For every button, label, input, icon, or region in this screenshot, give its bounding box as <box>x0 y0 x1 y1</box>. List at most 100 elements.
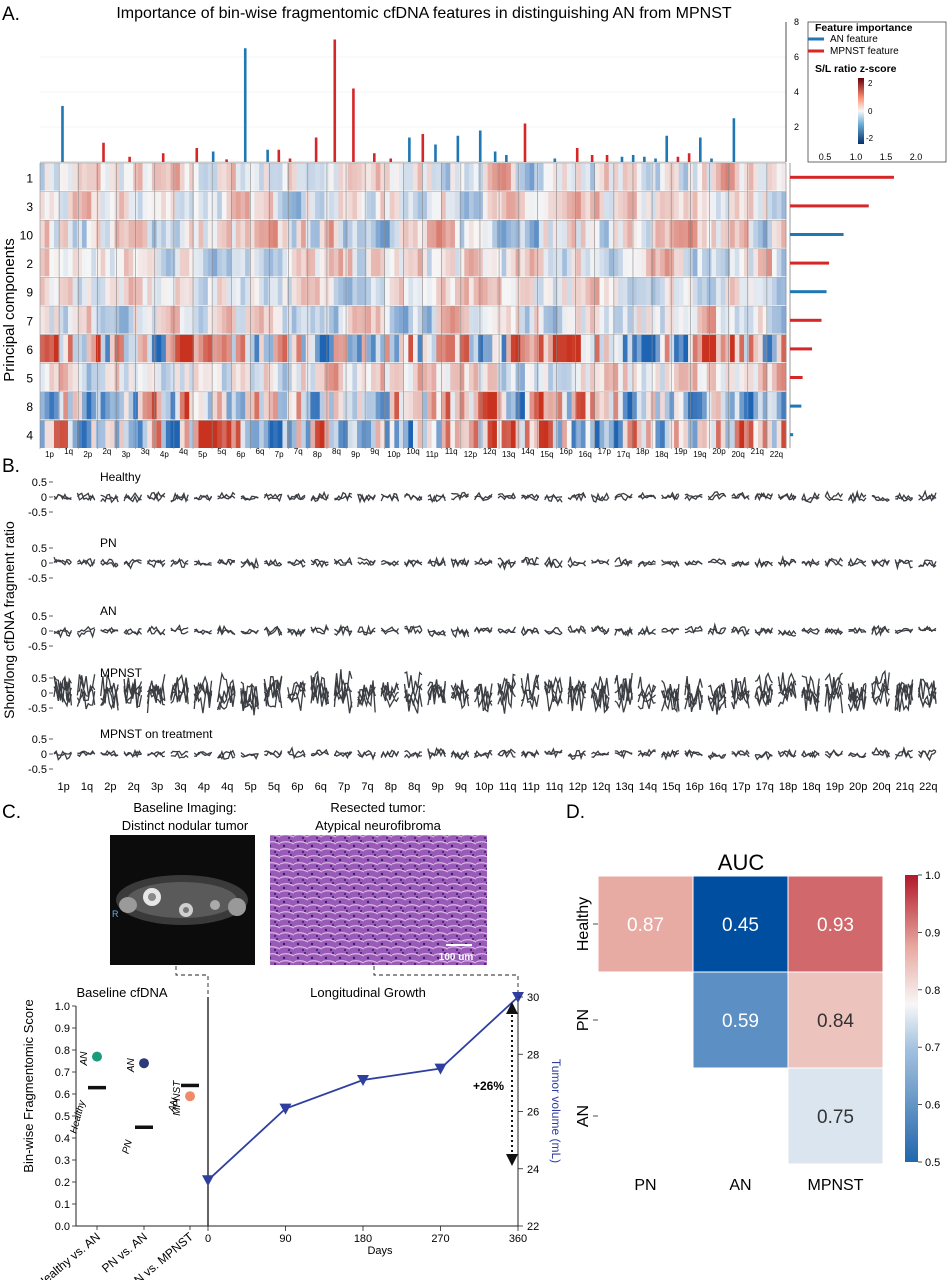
heatmap-cell <box>716 191 722 220</box>
ratio-trace <box>590 558 610 565</box>
heatmap-cell <box>175 363 181 391</box>
heatmap-cell <box>361 420 367 448</box>
heatmap-cell <box>352 391 358 420</box>
heatmap-cell <box>678 306 684 334</box>
ratio-trace <box>521 556 540 566</box>
ratio-trace <box>824 495 843 502</box>
ratio-trace <box>287 493 306 501</box>
heatmap-cell <box>40 334 46 363</box>
heatmap-cell <box>408 191 414 220</box>
heatmap-cell <box>53 248 60 277</box>
top-ytick: 2 <box>794 122 799 132</box>
heatmap-cell <box>557 277 563 305</box>
heatmap-cell <box>580 391 586 420</box>
heatmap-cell <box>282 191 288 220</box>
heatmap-cell <box>557 191 563 220</box>
heatmap-cell <box>520 220 526 248</box>
heatmap-cell <box>548 191 554 220</box>
heatmap-cell <box>734 248 740 277</box>
heatmap-cell <box>426 334 433 363</box>
heatmap-cell <box>249 420 255 448</box>
heatmap-cell <box>496 248 502 277</box>
heatmap-cell <box>217 248 223 277</box>
heatmap-cell <box>585 420 591 448</box>
heatmap-cell <box>156 306 162 334</box>
heatmap-cell <box>319 220 325 248</box>
ratio-trace <box>427 494 446 502</box>
heatmap-cell <box>263 191 269 220</box>
heatmap-cell <box>464 391 470 420</box>
ratio-trace <box>403 683 423 707</box>
heatmap-cell <box>772 163 778 191</box>
heatmap-cell <box>543 420 549 448</box>
heatmap-cell <box>753 220 759 248</box>
heatmap-cell <box>613 363 619 391</box>
ratio-trace <box>731 683 750 710</box>
heatmap-cell <box>212 191 218 220</box>
heatmap-cell <box>231 363 237 391</box>
heatmap-cell <box>310 363 316 391</box>
heatmap-cell <box>268 220 274 248</box>
heatmap-cell <box>86 363 92 391</box>
heatmap-cell <box>128 163 134 191</box>
importance-bar <box>408 137 411 162</box>
heatmap-cell <box>622 334 628 363</box>
heatmap-cell <box>772 220 778 248</box>
heatmap-cell <box>664 391 670 420</box>
heatmap-cell <box>692 277 698 305</box>
heatmap-cell <box>254 277 260 305</box>
heatmap-cell <box>725 391 731 420</box>
ratio-trace <box>240 753 259 758</box>
heatmap-cell <box>692 334 698 363</box>
heatmap-cell <box>450 420 456 448</box>
heatmap-cell <box>207 306 213 334</box>
heatmap-cell <box>147 191 153 220</box>
heatmap-cell <box>352 163 358 191</box>
heatmap-cell <box>305 248 311 277</box>
heatmap-cell <box>767 248 773 277</box>
heatmap-cell <box>319 163 325 191</box>
heatmap-cell <box>454 334 461 363</box>
score-tick: 0.3 <box>55 1155 70 1167</box>
heatmap-cell <box>319 306 325 334</box>
heatmap-cell <box>49 220 55 248</box>
heatmap-cell <box>711 163 717 191</box>
heatmap-cell <box>725 220 731 248</box>
heatmap-cell <box>468 248 475 277</box>
heatmap-cell <box>650 163 656 191</box>
heatmap-cell <box>702 391 708 420</box>
heatmap-cell <box>459 277 465 305</box>
days-tick: 0 <box>205 1233 211 1245</box>
heatmap-cell <box>142 191 148 220</box>
heatmap-cell <box>263 163 269 191</box>
heatmap-cell <box>758 220 764 248</box>
ratio-trace <box>310 492 330 501</box>
ratio-trace <box>427 493 446 504</box>
heatmap-cell <box>753 277 759 305</box>
ratio-trace <box>848 752 867 758</box>
heatmap-cell <box>482 220 488 248</box>
heatmap-cell <box>613 306 619 334</box>
ratio-trace <box>660 685 680 702</box>
ratio-trace <box>637 676 657 700</box>
heatmap-cell <box>394 306 400 334</box>
group-label: MPNST <box>100 666 143 680</box>
heatmap-cell <box>510 391 516 420</box>
heatmap-cell <box>510 306 516 334</box>
heatmap-cell <box>394 248 400 277</box>
heatmap-cell <box>67 248 74 277</box>
importance-bar <box>61 106 64 162</box>
heatmap-cell <box>319 391 325 420</box>
days-axis-label: Days <box>367 1245 393 1257</box>
heatmap-cell <box>77 306 83 334</box>
heatmap-cell <box>366 306 372 334</box>
heatmap-cell <box>91 306 97 334</box>
heatmap-cell <box>632 391 638 420</box>
ratio-trace <box>590 682 610 714</box>
ratio-trace <box>731 677 750 699</box>
heatmap-cell <box>450 277 456 305</box>
heatmap-cell <box>277 420 283 448</box>
ratio-trace <box>53 751 72 756</box>
heatmap-cell <box>730 420 736 448</box>
